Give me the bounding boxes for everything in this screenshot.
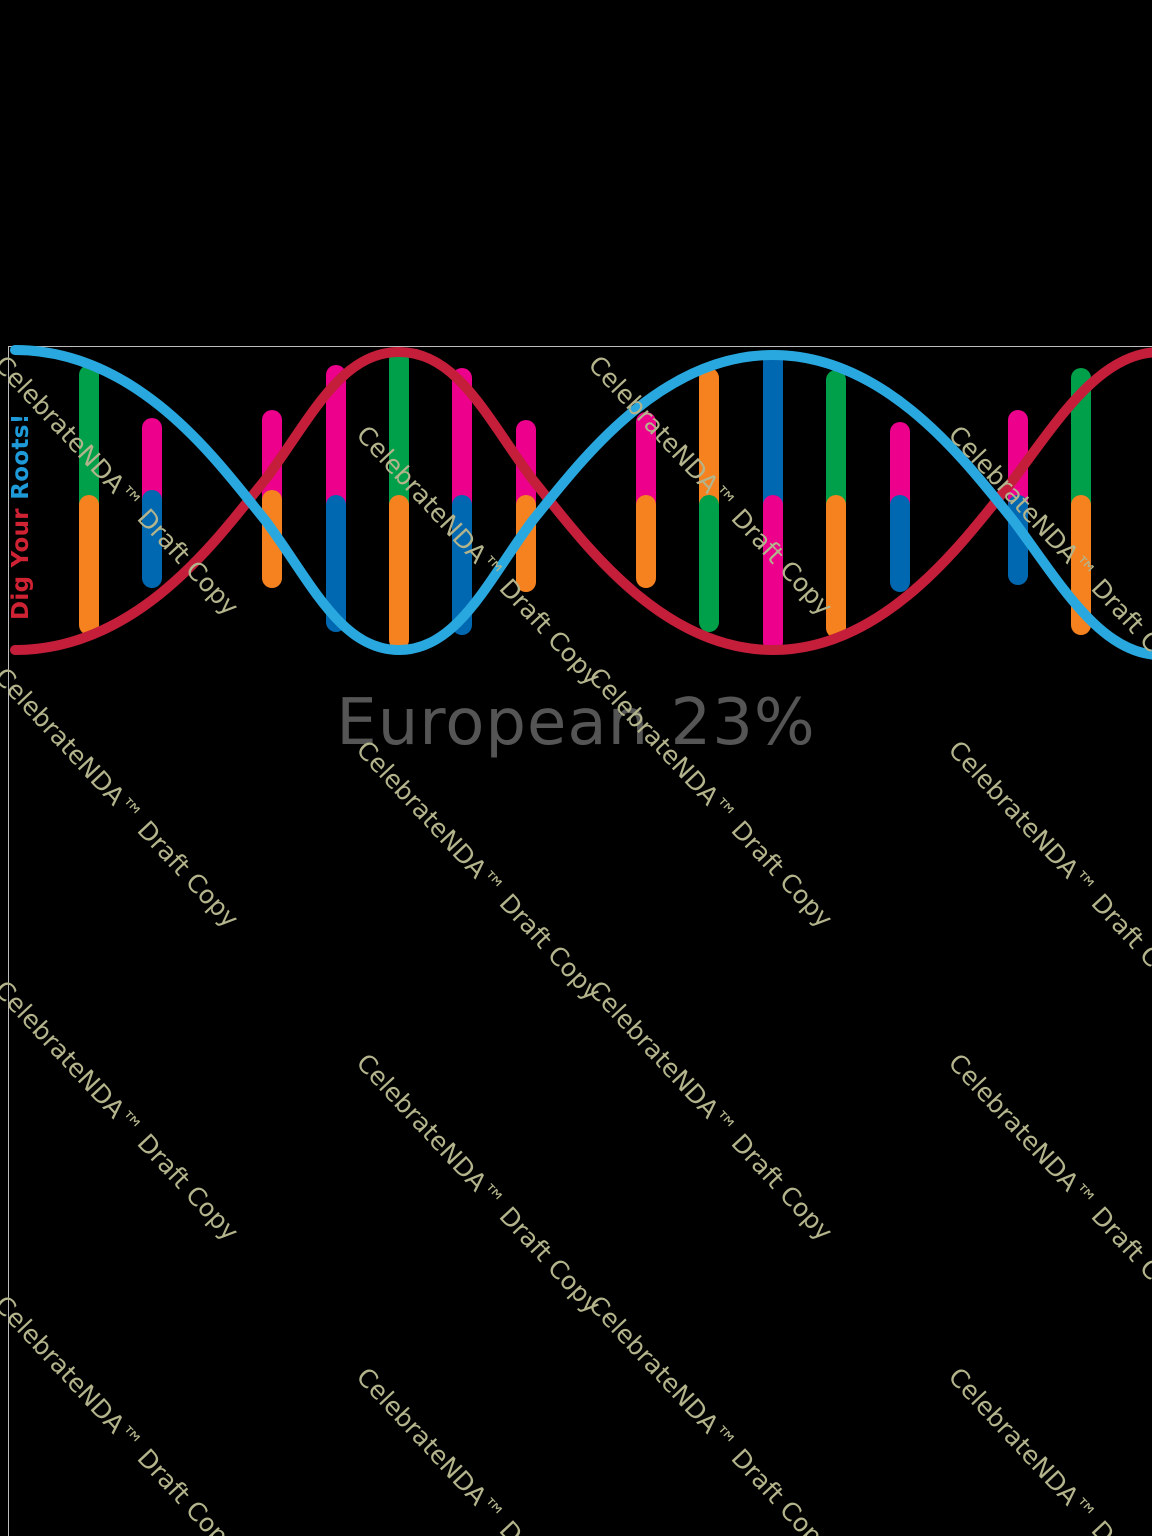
watermark-text: CelebrateNDA™ Draft Copy (942, 735, 1152, 1007)
tagline-word-dig: Dig (8, 575, 34, 620)
dig-your-roots-tagline: Dig Your Roots! (8, 413, 34, 620)
dna-helix-graphic (10, 345, 1152, 660)
watermark-text: CelebrateNDA™ Draft Copy (942, 1048, 1152, 1320)
watermark-text: CelebrateNDA™ Draft Copy (350, 1362, 607, 1536)
tagline-word-roots: Roots! (8, 413, 34, 500)
ancestry-percentage-caption: European 23% (336, 686, 816, 760)
frame-border-top (8, 346, 1152, 347)
frame-border-left (8, 346, 9, 1536)
tagline-word-your: Your (8, 508, 34, 568)
watermark-text: CelebrateNDA™ Draft Copy (942, 1362, 1152, 1536)
dna-strand-blue (10, 345, 1152, 660)
dna-base-pairs (79, 350, 1091, 652)
watermark-text: CelebrateNDA™ Draft Copy (350, 735, 607, 1007)
dna-strand-red (10, 346, 1152, 656)
watermark-text: CelebrateNDA™ Draft Copy (0, 1290, 245, 1536)
watermark-text: CelebrateNDA™ Draft Copy (350, 1048, 607, 1320)
watermark-text: CelebrateNDA™ Draft Copy (582, 975, 839, 1247)
watermark-text: CelebrateNDA™ Draft Copy (582, 1290, 839, 1536)
watermark-text: CelebrateNDA™ Draft Copy (0, 975, 245, 1247)
